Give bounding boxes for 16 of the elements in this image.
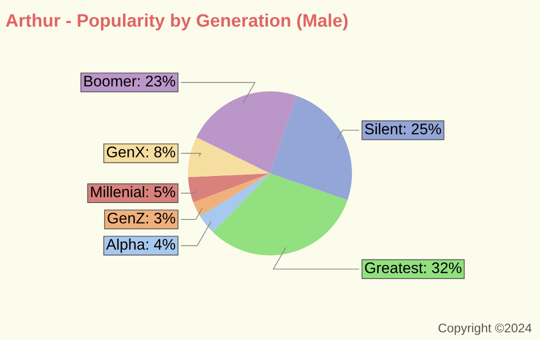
slice-label: Greatest: 32% (365, 262, 462, 274)
slice-label: Millenial: 5% (91, 186, 176, 198)
pie-slice (188, 137, 270, 178)
pie-slice (193, 173, 270, 216)
slice-label: GenZ: 3% (108, 212, 176, 224)
pie-slice (188, 173, 270, 202)
pie-slice (212, 173, 348, 256)
pie-slice (200, 173, 270, 232)
slice-label: Alpha: 4% (106, 238, 176, 253)
pie-slice (196, 91, 297, 174)
chart-title: Arthur - Popularity by Generation (Male) (6, 14, 348, 30)
slice-label: GenX: 8% (106, 146, 176, 158)
slice-label: Silent: 25% (364, 123, 442, 134)
text: Copyright ©2024 (438, 323, 532, 335)
pie-slice (270, 96, 352, 200)
slice-label: Boomer: 23% (84, 76, 176, 87)
